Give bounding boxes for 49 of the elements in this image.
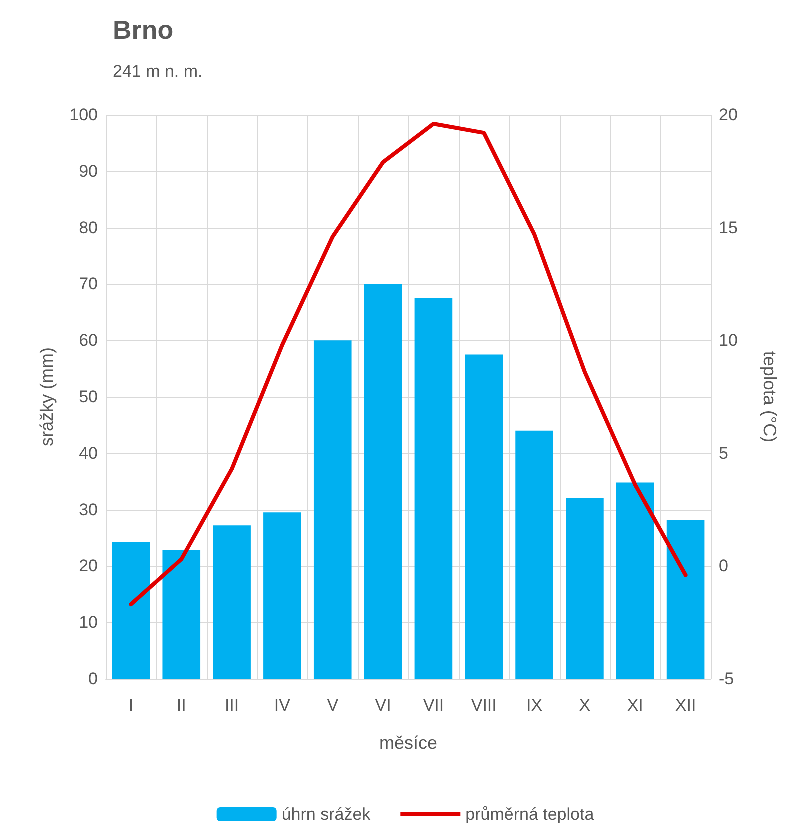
y-axis-title: srážky (mm) [37,348,57,446]
y-tick-label: 20 [79,556,98,576]
x-tick-label: VI [375,696,392,715]
y2-tick-label: 15 [719,218,738,238]
bar [666,520,705,679]
x-tick-label: V [327,696,340,715]
chart-subtitle: 241 m n. m. [113,62,203,81]
bar [364,284,402,679]
x-tick-label: XII [675,696,696,715]
x-tick-label: IV [274,696,292,715]
y-tick-label: 50 [79,388,98,406]
y-tick-label: 90 [79,162,98,181]
chart-title: Brno [113,15,174,45]
bar [314,340,352,679]
line-series [129,122,688,607]
legend-label: průměrná teplota [466,805,595,824]
x-tick-label: I [128,696,134,715]
y-tick-label: 40 [79,444,98,463]
bar [516,430,554,679]
y-tick-label: 0 [88,670,98,688]
y2-tick-label: 10 [719,331,738,350]
y-tick-label: 10 [79,613,98,632]
y-tick-label: 100 [70,106,98,124]
x-tick-label: VII [423,696,444,715]
y2-tick-label: -5 [719,670,734,688]
y2-tick-label: 20 [719,106,738,124]
x-tick-label: II [176,696,186,715]
bar [264,512,302,679]
x-tick-label: XI [627,696,644,715]
y-tick-label: 60 [79,331,98,350]
legend-label: úhrn srážek [282,805,372,824]
y-tick-label: 80 [79,218,98,238]
y2-tick-label: 5 [719,444,728,463]
x-tick-label: VIII [471,696,497,715]
y2-tick-label: 0 [719,556,728,576]
bar [616,482,654,679]
y2-axis-title: teplota (°C) [760,351,780,443]
bar [414,298,453,679]
bar [162,550,201,679]
y-tick-label: 70 [79,274,98,294]
x-axis-title: měsíce [379,733,438,753]
bar [112,542,150,679]
x-tick-label: III [224,696,240,715]
bar [213,526,251,679]
y-tick-label: 30 [79,500,98,520]
x-tick-label: IX [526,696,543,715]
bar [566,498,604,679]
bar [465,354,504,679]
x-tick-label: X [579,696,591,715]
